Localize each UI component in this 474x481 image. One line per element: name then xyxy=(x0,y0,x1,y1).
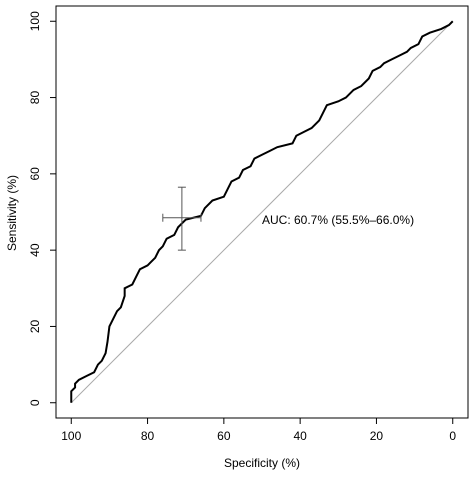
x-tick-label: 0 xyxy=(449,429,456,443)
y-tick-label: 60 xyxy=(28,167,42,181)
x-tick-label: 40 xyxy=(293,429,307,443)
y-tick-label: 100 xyxy=(28,11,42,31)
x-tick-label: 60 xyxy=(217,429,231,443)
y-tick-label: 0 xyxy=(28,399,42,406)
plot-frame xyxy=(55,5,469,419)
x-tick-label: 100 xyxy=(61,429,81,443)
x-tick-label: 80 xyxy=(141,429,155,443)
y-tick-label: 80 xyxy=(28,91,42,105)
y-tick-label: 20 xyxy=(28,319,42,333)
roc-curve xyxy=(70,20,454,403)
annotation: AUC: 60.7% (55.5%–66.0%) xyxy=(262,213,414,227)
y-axis-label: Sensitivity (%) xyxy=(5,175,19,251)
x-tick-label: 20 xyxy=(370,429,384,443)
y-tick-label: 40 xyxy=(28,243,42,257)
x-axis-label: Specificity (%) xyxy=(224,456,300,470)
reference-line xyxy=(70,20,454,404)
